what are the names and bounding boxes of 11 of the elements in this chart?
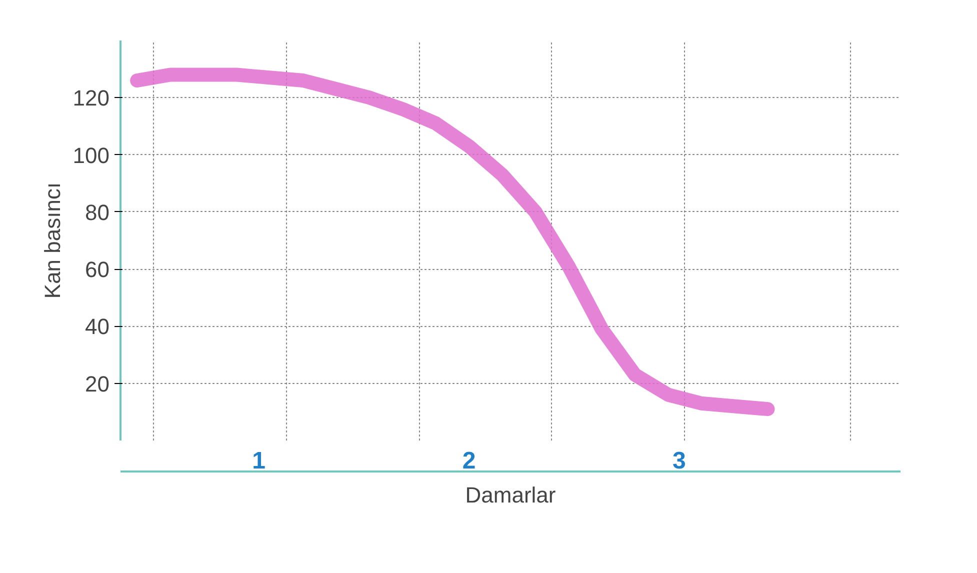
y-tick-label: 60 (85, 257, 110, 282)
x-axis-title: Damarlar (465, 482, 556, 508)
y-tick-label: 120 (72, 86, 110, 111)
text: 2 (462, 448, 476, 474)
y-tick-label: 40 (85, 314, 110, 340)
y-tick-label: 80 (85, 200, 110, 225)
y-axis-title: Kan basıncı (40, 182, 65, 299)
text: 3 (672, 448, 686, 474)
y-tick-label: 100 (72, 142, 110, 168)
text: 1 (252, 448, 266, 474)
y-tick-label: 20 (85, 371, 110, 396)
